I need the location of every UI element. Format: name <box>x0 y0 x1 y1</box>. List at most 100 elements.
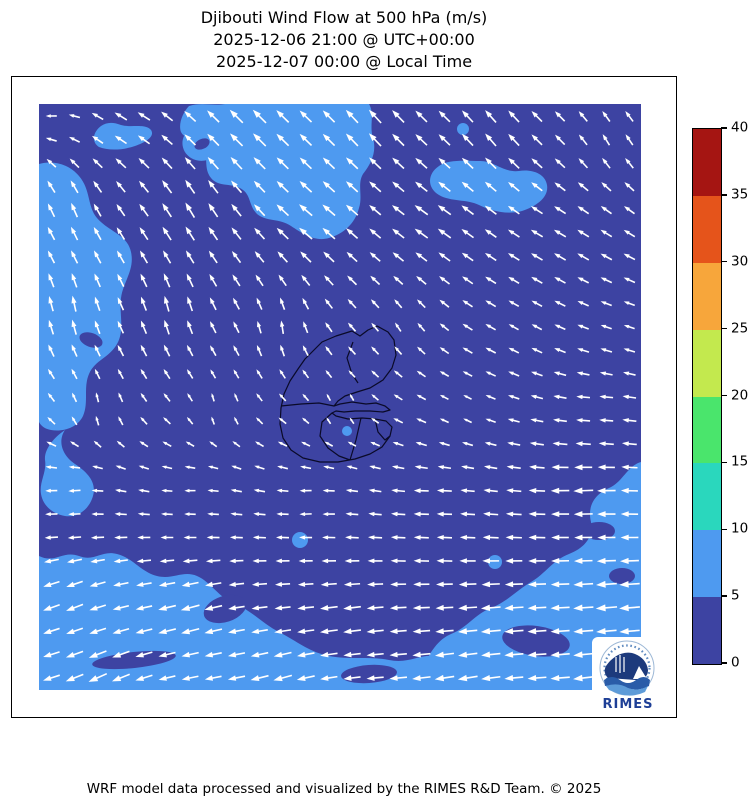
wind-arrow-head <box>273 651 283 658</box>
wind-arrow-tail <box>581 231 590 238</box>
wind-arrow <box>230 133 244 147</box>
wind-arrow <box>528 511 546 517</box>
wind-arrow <box>112 627 130 634</box>
wind-arrow <box>625 111 634 122</box>
wind-arrow <box>254 227 266 240</box>
colorbar-tick <box>721 261 727 263</box>
wind-arrow-head <box>415 157 423 165</box>
wind-arrow <box>600 253 613 261</box>
wind-arrow-head <box>415 181 423 189</box>
wind-arrow-head <box>231 227 238 235</box>
wind-arrow-tail <box>72 603 84 609</box>
wind-arrow-tail <box>211 559 221 562</box>
wind-arrow <box>319 628 338 635</box>
wind-arrow <box>416 370 426 378</box>
wind-arrow-head <box>577 229 584 235</box>
wind-arrow-head <box>45 465 52 470</box>
wind-arrow-head <box>279 320 285 327</box>
wind-arrow-head <box>577 206 584 212</box>
wind-arrow-tail <box>535 114 543 123</box>
wind-arrow-head <box>229 535 236 540</box>
wind-arrow-head <box>528 487 537 494</box>
wind-arrow <box>254 465 265 470</box>
wind-arrow-head <box>297 651 306 658</box>
wind-arrow-tail <box>512 278 520 284</box>
wind-arrow <box>45 488 58 493</box>
colorbar-tick <box>721 461 727 464</box>
wind-arrow-tail <box>281 372 286 379</box>
wind-arrow <box>94 344 101 357</box>
wind-arrow-head <box>113 581 121 587</box>
wind-arrow-tail <box>512 372 520 377</box>
wind-arrow-tail <box>142 466 150 470</box>
wind-arrow-tail <box>535 231 544 238</box>
wind-arrow-head <box>232 441 237 445</box>
wind-arrow-head <box>528 558 537 564</box>
wind-arrow <box>47 226 56 241</box>
wind-arrow-head <box>276 133 284 142</box>
wind-arrow <box>185 226 195 241</box>
wind-arrow-head <box>531 134 538 141</box>
wind-arrow <box>412 651 431 658</box>
wind-arrow <box>481 651 501 658</box>
wind-arrow-tail <box>119 138 127 145</box>
wind-arrow-head <box>551 464 560 471</box>
wind-arrow-head <box>187 320 192 328</box>
wind-arrow <box>301 441 311 447</box>
wind-arrow-tail <box>512 536 522 539</box>
wind-arrow-tail <box>280 208 290 217</box>
wind-arrow <box>530 253 543 261</box>
wind-arrow-tail <box>373 372 380 378</box>
wind-arrow-head <box>599 418 606 423</box>
wind-arrow <box>413 558 430 564</box>
wind-arrow <box>276 535 290 540</box>
wind-arrow-tail <box>419 138 428 146</box>
wind-arrow-head <box>91 112 98 118</box>
wind-arrow-tail <box>119 208 126 217</box>
wind-arrow-tail <box>119 559 128 562</box>
wind-arrow-tail <box>373 629 384 633</box>
wind-arrow-head <box>457 674 468 682</box>
wind-arrow <box>161 512 173 516</box>
wind-arrow <box>414 205 429 216</box>
wind-arrow-tail <box>558 138 566 146</box>
wind-arrow-head <box>345 157 354 165</box>
wind-arrow-tail <box>558 489 570 492</box>
wind-arrow-tail <box>466 372 473 377</box>
wind-arrow <box>256 344 263 357</box>
wind-arrow-head <box>48 273 54 281</box>
wind-arrow <box>461 252 474 262</box>
wind-arrow <box>276 157 289 170</box>
wind-arrow <box>204 651 222 658</box>
wind-arrow-tail <box>142 208 149 217</box>
wind-arrow-tail <box>512 185 520 192</box>
wind-arrow-tail <box>489 325 497 331</box>
wind-arrow-head <box>71 344 76 351</box>
wind-arrow <box>508 133 520 147</box>
wind-arrow <box>599 371 613 376</box>
wind-arrow-head <box>302 417 307 422</box>
wind-arrow-head <box>439 394 445 399</box>
wind-arrow-tail <box>350 184 359 193</box>
wind-arrow-tail <box>234 255 242 264</box>
wind-arrow <box>116 181 126 193</box>
wind-arrow-tail <box>119 627 130 633</box>
wind-arrow-head <box>577 253 584 259</box>
wind-arrow-head <box>276 512 283 517</box>
wind-arrow-tail <box>558 161 566 169</box>
wind-arrow-head <box>485 133 493 141</box>
wind-arrow-head <box>114 535 121 540</box>
wind-arrow-head <box>620 487 629 494</box>
wind-arrow-head <box>416 370 422 375</box>
wind-arrow-tail <box>604 489 616 492</box>
wind-arrow-tail <box>165 372 171 380</box>
wind-arrow-head <box>367 558 375 564</box>
wind-arrow <box>622 394 637 400</box>
wind-arrow-tail <box>512 208 520 215</box>
wind-arrow-head <box>253 512 260 517</box>
wind-arrow-tail <box>49 674 61 680</box>
wind-arrow-tail <box>72 255 79 264</box>
wind-arrow-head <box>554 276 561 282</box>
wind-arrow-tail <box>327 652 338 656</box>
wind-arrow-tail <box>535 208 543 215</box>
